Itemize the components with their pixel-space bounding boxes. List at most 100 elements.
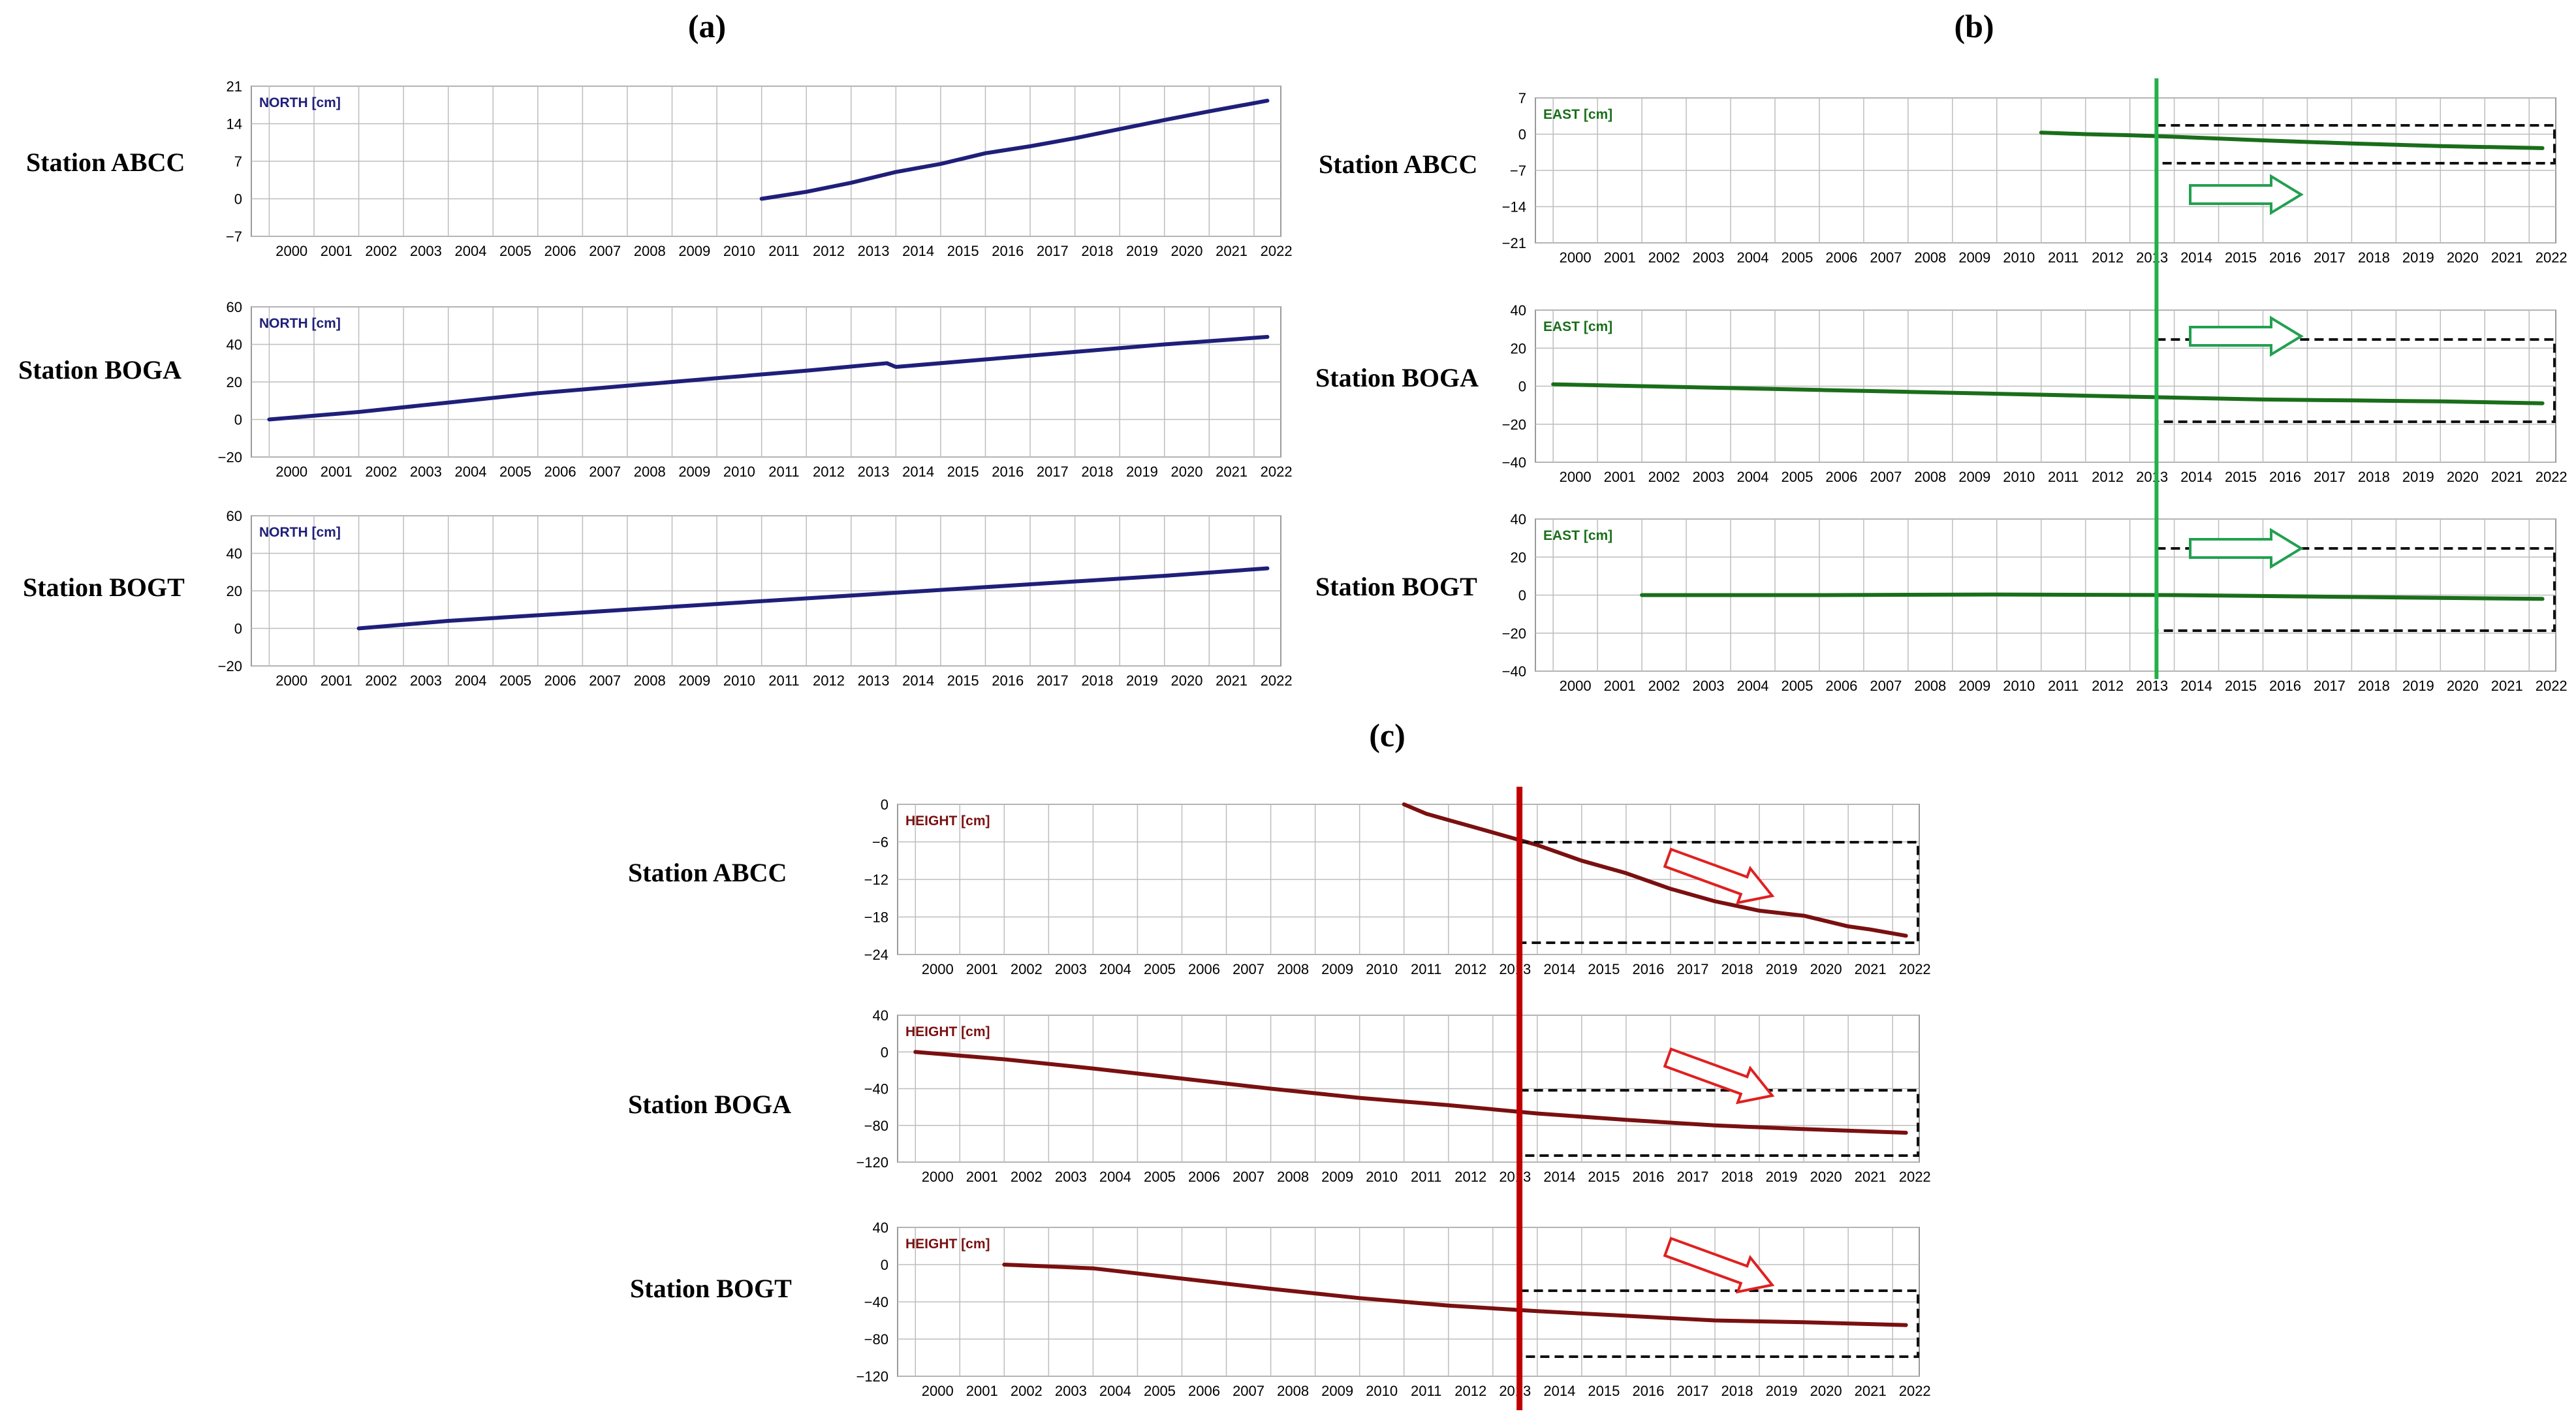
y-tick-label: −20 [1502, 417, 1526, 433]
y-tick-label: 40 [227, 546, 242, 562]
x-tick-label: 2012 [1454, 1383, 1486, 1399]
trend-arrow-icon [1663, 1047, 1775, 1105]
x-tick-label: 2006 [1188, 1169, 1220, 1185]
y-tick-label: −14 [1502, 199, 1526, 215]
x-tick-label: 2006 [1188, 1383, 1220, 1399]
y-tick-label: −7 [226, 229, 242, 245]
x-tick-label: 2015 [2225, 249, 2257, 266]
x-tick-label: 2000 [275, 464, 307, 480]
x-tick-label: 2007 [1233, 961, 1264, 977]
trend-arrow-icon [2189, 528, 2304, 569]
x-tick-label: 2015 [1588, 961, 1620, 977]
x-tick-label: 2016 [1632, 1383, 1664, 1399]
series-title: HEIGHT [cm] [905, 1024, 990, 1039]
x-tick-label: 2012 [1454, 1169, 1486, 1185]
x-tick-label: 2006 [1825, 469, 1857, 485]
x-tick-label: 2018 [2358, 249, 2390, 266]
x-tick-label: 2001 [321, 243, 353, 259]
series-title: HEIGHT [cm] [905, 1237, 990, 1252]
station-label-a-2: Station BOGT [23, 573, 185, 602]
x-tick-label: 2010 [723, 672, 755, 689]
chart-c-0: 0 −6 −12 −18 −24 2000 2001 2002 2003 2004 2005 2006… [864, 797, 1931, 977]
x-tick-label: 2009 [678, 672, 710, 689]
x-tick-label: 2014 [2180, 678, 2212, 694]
x-tick-label: 2021 [2491, 678, 2523, 694]
x-tick-label: 2004 [1737, 678, 1769, 694]
x-tick-label: 2016 [1632, 1169, 1664, 1185]
series-line-north [759, 99, 1270, 201]
x-tick-label: 2007 [1870, 249, 1902, 266]
x-tick-label: 2018 [1081, 464, 1113, 480]
x-tick-label: 2015 [1588, 1169, 1620, 1185]
y-tick-label: 40 [873, 1220, 888, 1236]
y-tick-label: 0 [881, 1044, 888, 1060]
chart-b-0: 7 0 −7 −14 −21 2000 2001 2002 2003 2004 2005 2006 20… [1502, 90, 2568, 266]
x-tick-label: 2009 [678, 464, 710, 480]
trend-window-box [1518, 841, 1919, 944]
x-tick-label: 2009 [678, 243, 710, 259]
x-tick-label: 2015 [2225, 678, 2257, 694]
x-tick-label: 2018 [1081, 672, 1113, 689]
x-tick-label: 2008 [1914, 678, 1946, 694]
x-tick-label: 2004 [454, 464, 486, 480]
x-tick-label: 2019 [1766, 1383, 1798, 1399]
x-tick-label: 2001 [1604, 249, 1636, 266]
x-tick-label: 2006 [544, 464, 576, 480]
x-tick-label: 2016 [992, 672, 1024, 689]
x-tick-label: 2001 [966, 1169, 998, 1185]
y-tick-label: 0 [1518, 127, 1526, 143]
x-tick-label: 2008 [634, 464, 666, 480]
chart-b-1: 40 20 0 −20 −40 2000 2001 2002 2003 2004 2005 2006 2… [1502, 302, 2568, 485]
x-tick-label: 2007 [1870, 678, 1902, 694]
x-tick-label: 2013 [1499, 1383, 1531, 1399]
series-line-height [1002, 1263, 1908, 1327]
x-tick-label: 2012 [813, 464, 845, 480]
x-tick-label: 2009 [1321, 961, 1353, 977]
x-tick-label: 2010 [1366, 961, 1398, 977]
y-tick-label: 0 [234, 412, 242, 428]
x-tick-label: 2021 [1216, 672, 1248, 689]
x-tick-label: 2002 [1648, 678, 1680, 694]
x-tick-label: 2001 [966, 961, 998, 977]
x-tick-label: 2014 [902, 243, 934, 259]
y-tick-label: 20 [1511, 549, 1526, 565]
x-tick-label: 2005 [1781, 249, 1813, 266]
y-tick-label: −20 [218, 449, 242, 465]
x-tick-label: 2009 [1958, 678, 1990, 694]
x-tick-label: 2001 [321, 464, 353, 480]
x-tick-label: 2012 [2092, 469, 2124, 485]
x-tick-label: 2014 [1543, 1383, 1575, 1399]
trend-arrow-icon [1663, 1237, 1775, 1294]
x-tick-label: 2005 [499, 243, 531, 259]
series-line-east [1640, 592, 2545, 601]
x-tick-label: 2018 [2358, 469, 2390, 485]
x-tick-label: 2018 [1721, 1383, 1753, 1399]
series-line-north [267, 335, 1270, 422]
x-tick-label: 2017 [1677, 1169, 1709, 1185]
chart-c-1: 40 0 −40 −80 −120 2000 2001 2002 2003 2004 2005 200… [856, 1007, 1930, 1185]
x-tick-label: 2016 [2269, 678, 2301, 694]
x-tick-label: 2001 [1604, 678, 1636, 694]
trend-arrow-icon [1663, 847, 1775, 905]
x-tick-label: 2005 [1781, 678, 1813, 694]
x-tick-label: 2019 [1126, 672, 1158, 689]
panel-label-c: (c) [1369, 717, 1406, 753]
y-tick-label: −20 [1502, 625, 1526, 642]
x-tick-label: 2011 [1411, 1169, 1441, 1185]
y-tick-label: 7 [234, 153, 242, 170]
x-tick-label: 2022 [1261, 243, 1293, 259]
series-title: EAST [cm] [1543, 319, 1612, 334]
x-tick-label: 2010 [1366, 1383, 1398, 1399]
x-tick-label: 2013 [2136, 469, 2168, 485]
x-tick-label: 2001 [1604, 469, 1636, 485]
x-tick-label: 2021 [1855, 1383, 1887, 1399]
x-tick-label: 2006 [544, 243, 576, 259]
x-tick-label: 2007 [589, 464, 621, 480]
y-tick-label: −40 [864, 1081, 888, 1097]
x-tick-label: 2012 [1454, 961, 1486, 977]
x-tick-label: 2011 [768, 672, 799, 689]
x-tick-label: 2001 [321, 672, 353, 689]
y-tick-label: −6 [872, 834, 888, 851]
x-tick-label: 2006 [1825, 678, 1857, 694]
